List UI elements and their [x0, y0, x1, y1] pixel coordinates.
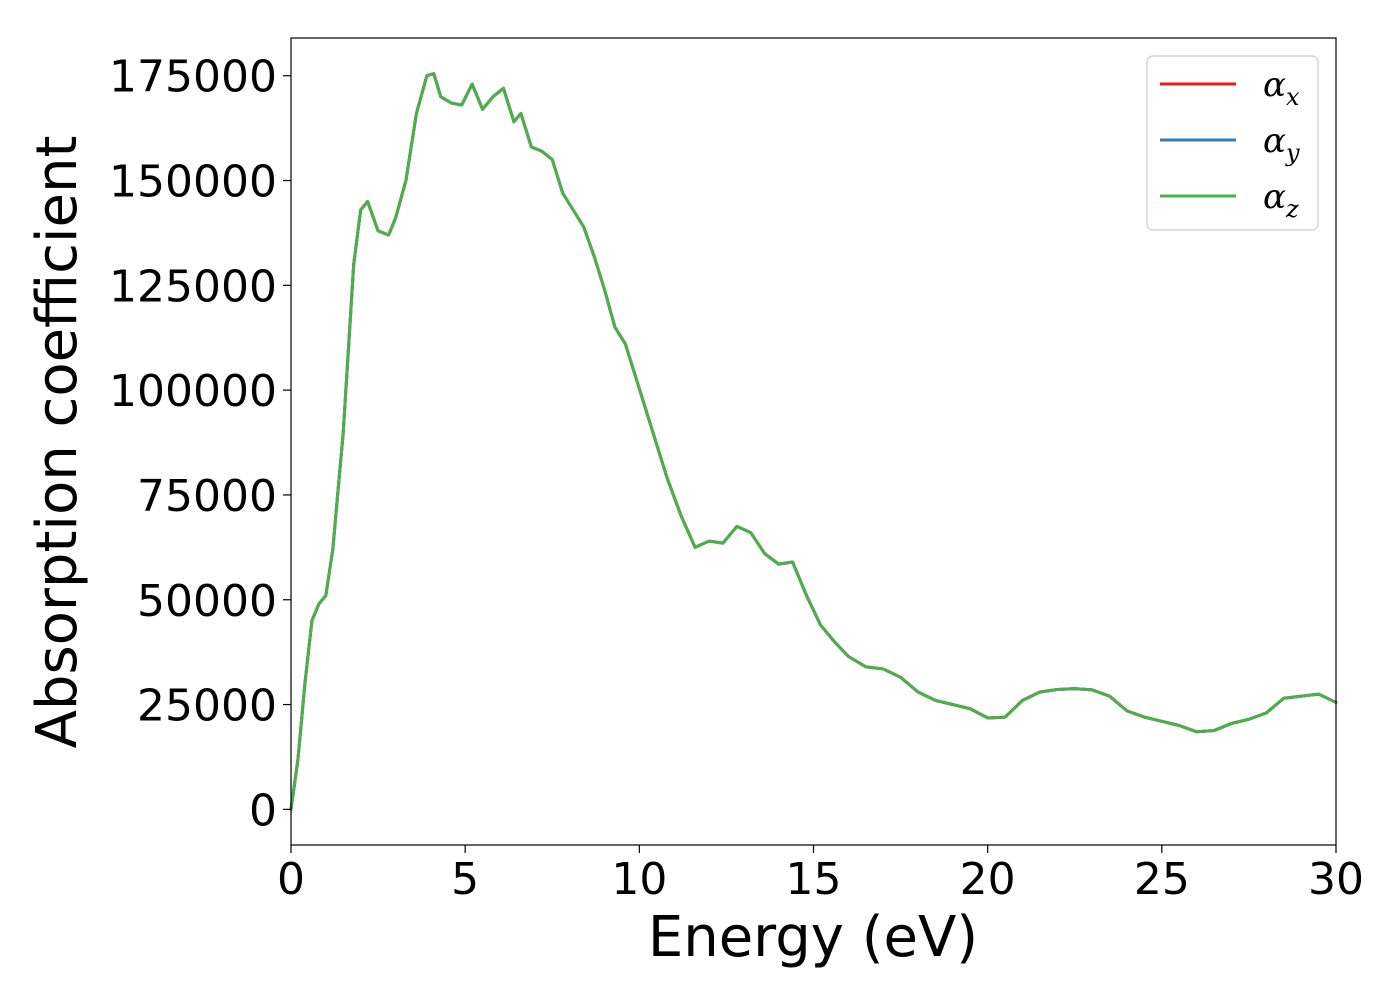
legend-subscript: y [1285, 139, 1300, 167]
y-tick-label: 150000 [109, 157, 277, 208]
x-tick-label: 10 [611, 854, 667, 905]
y-tick-label: 125000 [109, 261, 277, 312]
x-tick-label: 5 [451, 854, 479, 905]
x-tick-label: 25 [1134, 854, 1190, 905]
legend-subscript: x [1286, 83, 1300, 111]
y-tick-label: 75000 [137, 471, 277, 522]
legend-box [1146, 55, 1319, 231]
legend-label-z: αz [1263, 177, 1299, 223]
x-tick-label: 15 [786, 854, 842, 905]
y-axis-label: Absorption coefficient [25, 136, 90, 749]
x-axis: 0 5 10 15 20 25 30 [277, 845, 1364, 905]
x-tick-label: 20 [960, 854, 1016, 905]
y-tick-label: 175000 [109, 52, 277, 103]
legend-label-y: αy [1263, 121, 1300, 167]
y-tick-label: 25000 [137, 681, 277, 732]
y-axis: 0 25000 50000 75000 100000 125000 150000 175000 [109, 52, 291, 836]
x-tick-label: 0 [277, 854, 305, 905]
y-tick-label: 0 [249, 785, 277, 836]
series-layer [289, 72, 1338, 811]
series-line-z [289, 72, 1338, 811]
legend-label-x: αx [1263, 65, 1300, 111]
y-tick-label: 100000 [109, 366, 277, 417]
x-axis-label: Energy (eV) [648, 905, 978, 970]
legend-symbol: α [1263, 65, 1286, 105]
legend-subscript: z [1285, 195, 1299, 223]
x-tick-label: 30 [1308, 854, 1364, 905]
legend-symbol: α [1263, 177, 1286, 217]
y-tick-label: 50000 [137, 576, 277, 627]
legend-symbol: α [1263, 121, 1286, 161]
